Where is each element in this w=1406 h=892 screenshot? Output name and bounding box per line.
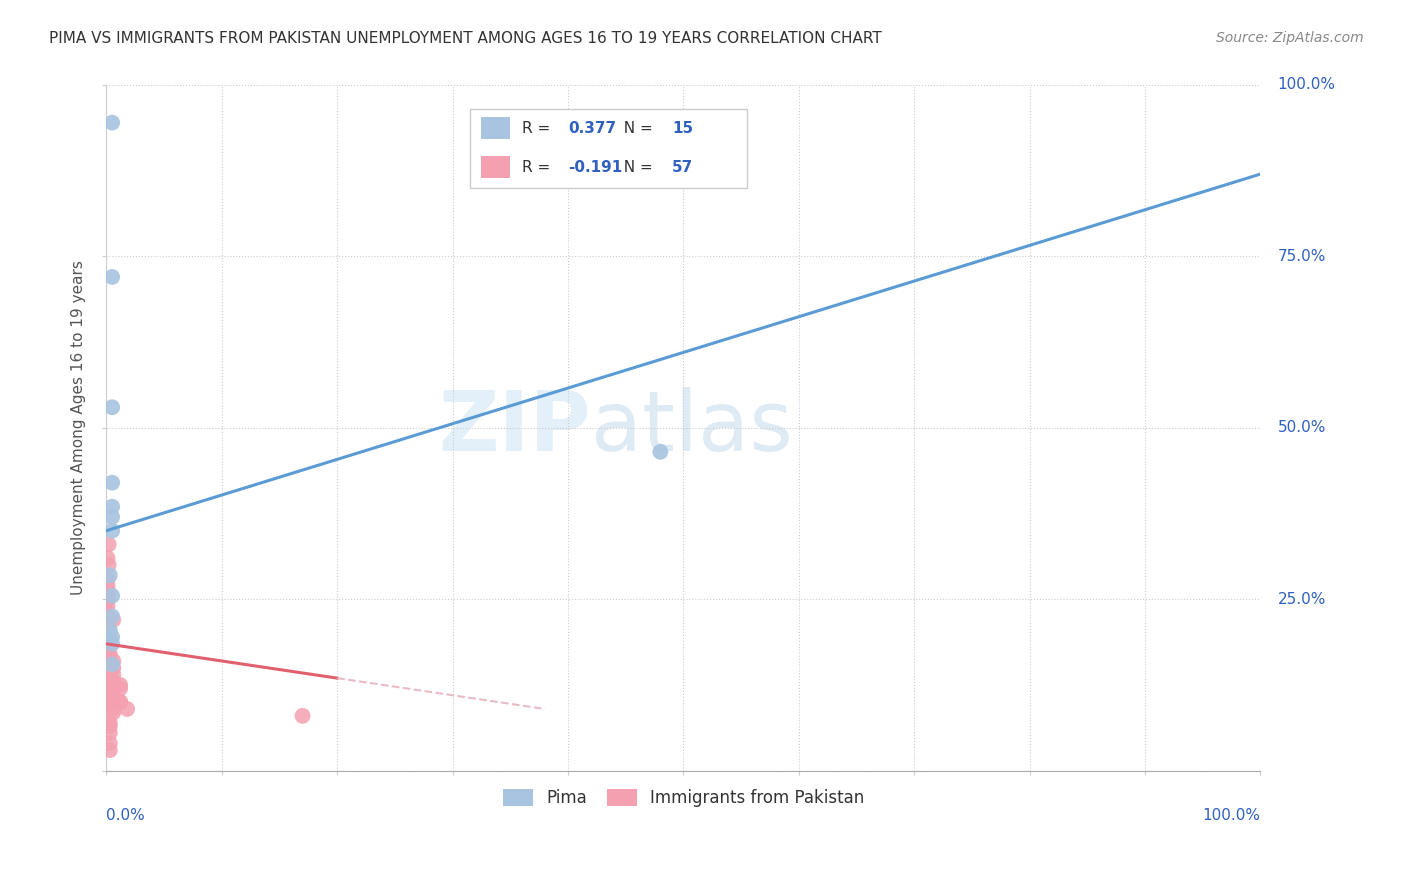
Point — [96, 592, 118, 607]
Point — [98, 647, 121, 661]
Point — [96, 633, 118, 648]
Point — [101, 500, 124, 514]
Legend: Pima, Immigrants from Pakistan: Pima, Immigrants from Pakistan — [496, 782, 870, 814]
Point — [101, 609, 124, 624]
Point — [96, 640, 118, 655]
Point — [98, 736, 121, 750]
Point — [96, 647, 118, 661]
Text: R =: R = — [522, 120, 555, 136]
Point — [97, 585, 120, 599]
Text: Source: ZipAtlas.com: Source: ZipAtlas.com — [1216, 31, 1364, 45]
Text: 75.0%: 75.0% — [1278, 249, 1326, 264]
Point — [98, 695, 121, 709]
Point — [103, 674, 125, 689]
Point — [103, 654, 125, 668]
Point — [101, 401, 124, 415]
Point — [101, 630, 124, 644]
Point — [96, 657, 118, 672]
Point — [101, 589, 124, 603]
Point — [103, 661, 125, 675]
Y-axis label: Unemployment Among Ages 16 to 19 years: Unemployment Among Ages 16 to 19 years — [72, 260, 86, 595]
Point — [96, 681, 118, 696]
Point — [96, 620, 118, 634]
Point — [98, 654, 121, 668]
Point — [98, 688, 121, 702]
Point — [110, 681, 132, 696]
Point — [110, 678, 132, 692]
Point — [110, 695, 132, 709]
Point — [96, 626, 118, 640]
Text: -0.191: -0.191 — [568, 160, 623, 175]
Point — [97, 558, 120, 572]
Point — [96, 626, 118, 640]
Point — [98, 661, 121, 675]
Point — [96, 620, 118, 634]
Point — [98, 667, 121, 681]
Point — [103, 702, 125, 716]
Point — [101, 524, 124, 538]
Point — [96, 606, 118, 620]
Text: N =: N = — [614, 120, 658, 136]
Point — [98, 715, 121, 730]
Text: 15: 15 — [672, 120, 693, 136]
Point — [96, 578, 118, 592]
Point — [96, 551, 118, 566]
Point — [98, 674, 121, 689]
Point — [101, 637, 124, 651]
Text: 0.0%: 0.0% — [107, 808, 145, 823]
Point — [110, 695, 132, 709]
Point — [101, 510, 124, 524]
Point — [96, 599, 118, 614]
Point — [98, 568, 121, 582]
Point — [98, 671, 121, 685]
Point — [115, 702, 138, 716]
Point — [101, 116, 124, 130]
Text: 50.0%: 50.0% — [1278, 420, 1326, 435]
FancyBboxPatch shape — [481, 117, 510, 139]
Point — [96, 647, 118, 661]
Point — [96, 654, 118, 668]
Text: 25.0%: 25.0% — [1278, 591, 1326, 607]
Text: 100.0%: 100.0% — [1202, 808, 1260, 823]
Point — [103, 667, 125, 681]
Point — [96, 613, 118, 627]
FancyBboxPatch shape — [481, 156, 510, 178]
Point — [103, 613, 125, 627]
Text: ZIP: ZIP — [439, 387, 591, 468]
Point — [103, 706, 125, 720]
Text: N =: N = — [614, 160, 658, 175]
Text: PIMA VS IMMIGRANTS FROM PAKISTAN UNEMPLOYMENT AMONG AGES 16 TO 19 YEARS CORRELAT: PIMA VS IMMIGRANTS FROM PAKISTAN UNEMPLO… — [49, 31, 882, 46]
Point — [98, 726, 121, 740]
Point — [98, 623, 121, 637]
Point — [96, 613, 118, 627]
FancyBboxPatch shape — [470, 109, 747, 188]
Point — [291, 709, 314, 723]
Text: 57: 57 — [672, 160, 693, 175]
Text: R =: R = — [522, 160, 555, 175]
Point — [101, 475, 124, 490]
Point — [101, 657, 124, 672]
Point — [101, 269, 124, 284]
Point — [96, 688, 118, 702]
Point — [650, 445, 672, 459]
Text: 100.0%: 100.0% — [1278, 78, 1336, 93]
Point — [98, 633, 121, 648]
Text: atlas: atlas — [591, 387, 793, 468]
Point — [98, 719, 121, 733]
Point — [97, 537, 120, 551]
Point — [103, 688, 125, 702]
Point — [98, 674, 121, 689]
Point — [96, 592, 118, 607]
Point — [96, 572, 118, 586]
Point — [98, 743, 121, 757]
Point — [96, 640, 118, 655]
Text: 0.377: 0.377 — [568, 120, 616, 136]
Point — [96, 667, 118, 681]
Point — [96, 667, 118, 681]
Point — [96, 633, 118, 648]
